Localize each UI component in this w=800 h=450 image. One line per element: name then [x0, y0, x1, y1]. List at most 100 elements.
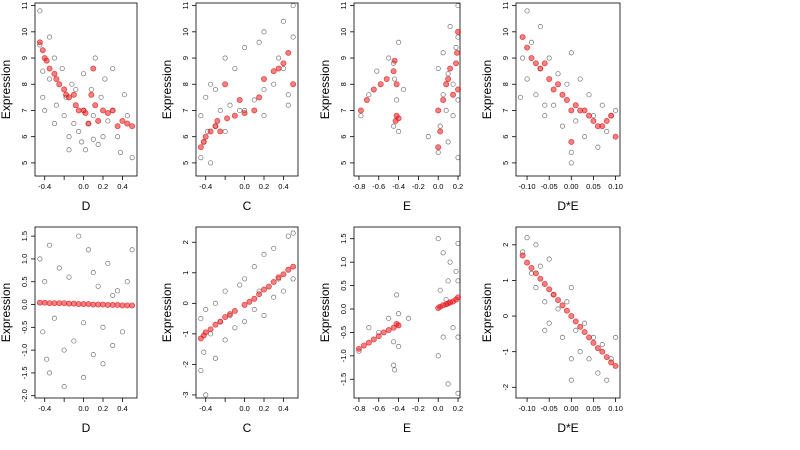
y-tick-label: 6: [339, 135, 348, 139]
fitted-point: [363, 97, 370, 103]
y-tick-label: 8: [181, 82, 190, 86]
plot-frame: [195, 226, 299, 399]
observed-point: [42, 279, 48, 285]
fitted-point: [129, 302, 136, 309]
observed-point: [117, 149, 124, 155]
observed-point: [212, 300, 218, 306]
fitted-point: [88, 91, 95, 98]
fitted-point: [590, 118, 597, 124]
observed-point: [435, 149, 441, 155]
y-tick-label: 5: [501, 161, 510, 165]
fitted-point: [612, 133, 619, 140]
fitted-point: [437, 128, 444, 135]
observed-point: [242, 276, 248, 282]
observed-point: [455, 97, 461, 103]
fitted-point: [270, 279, 277, 285]
x-tick-label: -0.4: [392, 182, 405, 191]
fitted-point: [72, 102, 79, 109]
observed-point: [98, 94, 104, 100]
observed-point: [92, 55, 98, 61]
x-tick-label: 0.2: [453, 182, 463, 191]
observed-point: [366, 92, 372, 98]
observed-point: [102, 76, 108, 82]
observed-point: [447, 24, 453, 30]
observed-point: [440, 92, 446, 98]
x-axis-label: E: [403, 199, 411, 213]
y-tick-label: 1.0: [339, 257, 348, 267]
observed-point: [90, 113, 96, 119]
y-tick-label: -0.5: [20, 321, 29, 334]
observed-point: [290, 3, 296, 9]
y-tick-label: 5: [181, 161, 190, 165]
y-tick-label: 7: [20, 108, 29, 112]
chart-panel-2: -0.4 0.0 0.2 0.4 5 6 7 8 9 10 11 C Expression: [160, 2, 299, 213]
x-tick-label: -0.4: [38, 182, 51, 191]
observed-point: [242, 45, 248, 51]
observed-point: [100, 324, 106, 330]
y-axis-label: Expression: [160, 60, 174, 119]
observed-point: [119, 329, 125, 335]
y-tick-label: 0.5: [20, 277, 29, 287]
fitted-point: [377, 81, 384, 88]
fitted-point: [95, 301, 102, 308]
fitted-point: [246, 298, 253, 305]
observed-point: [242, 319, 248, 325]
plot-frame: [34, 226, 138, 399]
observed-point: [524, 235, 530, 241]
fitted-point: [256, 291, 263, 298]
observed-point: [227, 102, 233, 108]
observed-point: [222, 128, 228, 134]
fitted-point: [541, 60, 548, 67]
fitted-point: [236, 97, 243, 103]
fitted-point: [75, 301, 82, 308]
observed-point: [528, 39, 535, 45]
observed-point: [455, 334, 461, 340]
observed-point: [396, 39, 402, 45]
fitted-point: [541, 281, 548, 287]
observed-point: [217, 107, 223, 114]
observed-point: [208, 81, 214, 87]
observed-point: [261, 29, 267, 35]
observed-point: [40, 94, 46, 100]
y-tick-label: -1: [501, 348, 510, 355]
fitted-point: [563, 307, 570, 314]
fitted-point: [524, 259, 531, 266]
observed-point: [232, 65, 238, 72]
y-tick-label: 6: [181, 135, 190, 139]
observed-point: [440, 334, 446, 340]
x-axis-label: D: [82, 199, 91, 213]
observed-point: [271, 245, 277, 251]
fitted-point: [455, 28, 461, 35]
fitted-point: [46, 65, 53, 72]
observed-point: [582, 320, 588, 326]
observed-point: [47, 34, 53, 40]
observed-point: [105, 118, 111, 124]
observed-point: [280, 65, 286, 72]
fitted-point: [445, 76, 452, 82]
observed-point: [232, 325, 238, 331]
x-tick-label: 0.2: [259, 404, 269, 413]
fitted-point: [572, 102, 579, 109]
fitted-point: [61, 300, 68, 307]
observed-point: [440, 50, 446, 56]
y-tick-label: 1.0: [20, 254, 29, 264]
observed-point: [450, 325, 456, 331]
observed-point: [44, 356, 50, 362]
observed-point: [396, 311, 402, 317]
fitted-point: [385, 327, 392, 334]
observed-point: [520, 55, 526, 61]
x-tick-label: 0.4: [278, 182, 288, 191]
fitted-point: [36, 39, 43, 46]
observed-point: [537, 263, 543, 269]
observed-point: [212, 355, 218, 361]
y-axis-label: Expression: [318, 60, 332, 119]
fitted-point: [124, 120, 131, 127]
observed-point: [95, 141, 101, 148]
y-tick-label: -2: [181, 361, 190, 368]
observed-point: [533, 242, 539, 248]
observed-point: [455, 278, 461, 284]
fitted-point: [207, 326, 214, 333]
observed-point: [261, 313, 267, 319]
y-axis-label: Expression: [480, 283, 494, 342]
